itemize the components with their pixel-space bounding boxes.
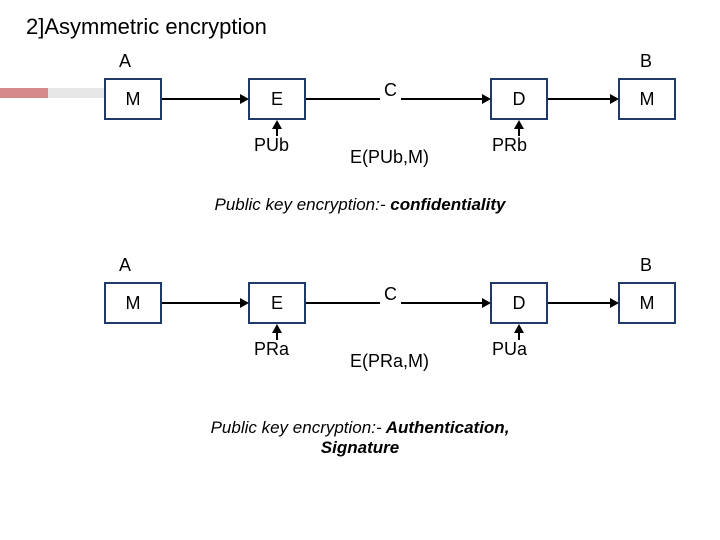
d2-label-b: B [640,255,652,276]
d2-arrow-e-d [482,298,491,308]
d2-box-m2: M [618,282,676,324]
d2-key-e: PRa [254,339,289,360]
d2-label-a: A [119,255,131,276]
d1-arrow-key-d [514,120,524,129]
d1-box-d: D [490,78,548,120]
d1-caption-prefix: Public key encryption:- [215,195,386,214]
d1-label-a: A [119,51,131,72]
d2-line-d-m2 [548,302,610,304]
d1-box-m2-text: M [640,89,655,110]
accent-bar [0,88,104,98]
d2-arrow-m1-e [240,298,249,308]
d2-arrow-key-d [514,324,524,333]
d2-box-e: E [248,282,306,324]
d2-box-d: D [490,282,548,324]
d1-key-e: PUb [254,135,289,156]
d1-cipher: E(PUb,M) [350,147,429,168]
d1-arrow-m1-e [240,94,249,104]
d1-box-d-text: D [513,89,526,110]
d2-caption-prefix: Public key encryption:- [211,418,382,437]
accent-bar-fill [0,88,48,98]
d2-box-m1: M [104,282,162,324]
d1-label-c: C [380,80,401,101]
d1-line-d-m2 [548,98,610,100]
d2-box-m2-text: M [640,293,655,314]
d1-caption-em: confidentiality [386,195,506,214]
d1-caption: Public key encryption:- confidentiality [0,195,720,215]
d1-box-m1: M [104,78,162,120]
d1-key-d: PRb [492,135,527,156]
d1-box-e-text: E [271,89,283,110]
d2-box-d-text: D [513,293,526,314]
d2-cipher: E(PRa,M) [350,351,429,372]
d1-box-e: E [248,78,306,120]
d2-key-d: PUa [492,339,527,360]
d1-arrow-key-e [272,120,282,129]
d2-line-m1-e [162,302,240,304]
d2-label-c: C [380,284,401,305]
d2-arrow-key-e [272,324,282,333]
d1-arrow-e-d [482,94,491,104]
d1-box-m2: M [618,78,676,120]
d2-arrow-d-m2 [610,298,619,308]
d1-box-m1-text: M [126,89,141,110]
page-title: 2]Asymmetric encryption [26,14,267,40]
d1-label-b: B [640,51,652,72]
d2-box-m1-text: M [126,293,141,314]
d2-box-e-text: E [271,293,283,314]
d1-line-m1-e [162,98,240,100]
d1-arrow-d-m2 [610,94,619,104]
d2-caption: Public key encryption:- Authentication, … [0,398,720,458]
